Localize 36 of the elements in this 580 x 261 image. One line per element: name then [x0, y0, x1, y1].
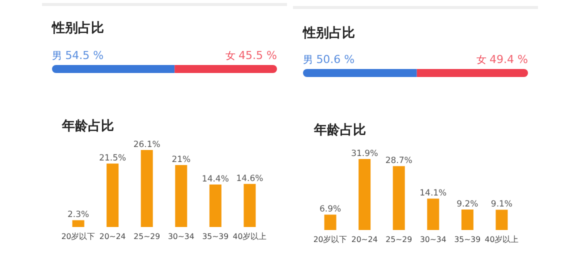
data-label: 50.6 % [316, 53, 355, 66]
data-label: 14.1% [420, 188, 447, 199]
data-label: 14.4% [202, 174, 229, 185]
bar [324, 214, 336, 230]
data-label: 54.5 % [65, 49, 104, 62]
bar [461, 210, 474, 230]
chart-title: 年龄占比 [313, 123, 366, 138]
bar [209, 184, 222, 227]
data-label: 6.9% [319, 204, 342, 215]
bar [392, 166, 405, 230]
bar [496, 210, 508, 230]
data-label: 21.5% [99, 154, 126, 164]
series-label: 男 [303, 55, 316, 66]
data-label: 2.3% [67, 210, 90, 220]
data-label: 21% [172, 155, 191, 166]
chart-title: 年龄占比 [61, 119, 114, 134]
data-label: 26.1% [133, 140, 160, 150]
bar [140, 150, 153, 227]
bar [175, 165, 188, 227]
series-label: 女 [225, 50, 239, 62]
bar [358, 159, 371, 230]
bar [427, 198, 440, 230]
data-label: 28.7% [385, 156, 412, 166]
data-label: 49.4 % [490, 53, 528, 66]
bar [72, 220, 84, 227]
data-label: 9.2% [456, 200, 478, 210]
series-label: 男 [52, 51, 66, 62]
data-label: 45.5 % [238, 49, 277, 62]
bar [244, 184, 256, 227]
bar [106, 164, 119, 227]
chart-title: 性别占比 [302, 26, 355, 41]
data-label: 9.1% [490, 200, 513, 210]
series-label: 女 [476, 54, 490, 66]
data-label: 31.9% [351, 149, 378, 159]
chart-title: 性别占比 [51, 21, 104, 36]
data-label: 14.6% [236, 174, 264, 184]
